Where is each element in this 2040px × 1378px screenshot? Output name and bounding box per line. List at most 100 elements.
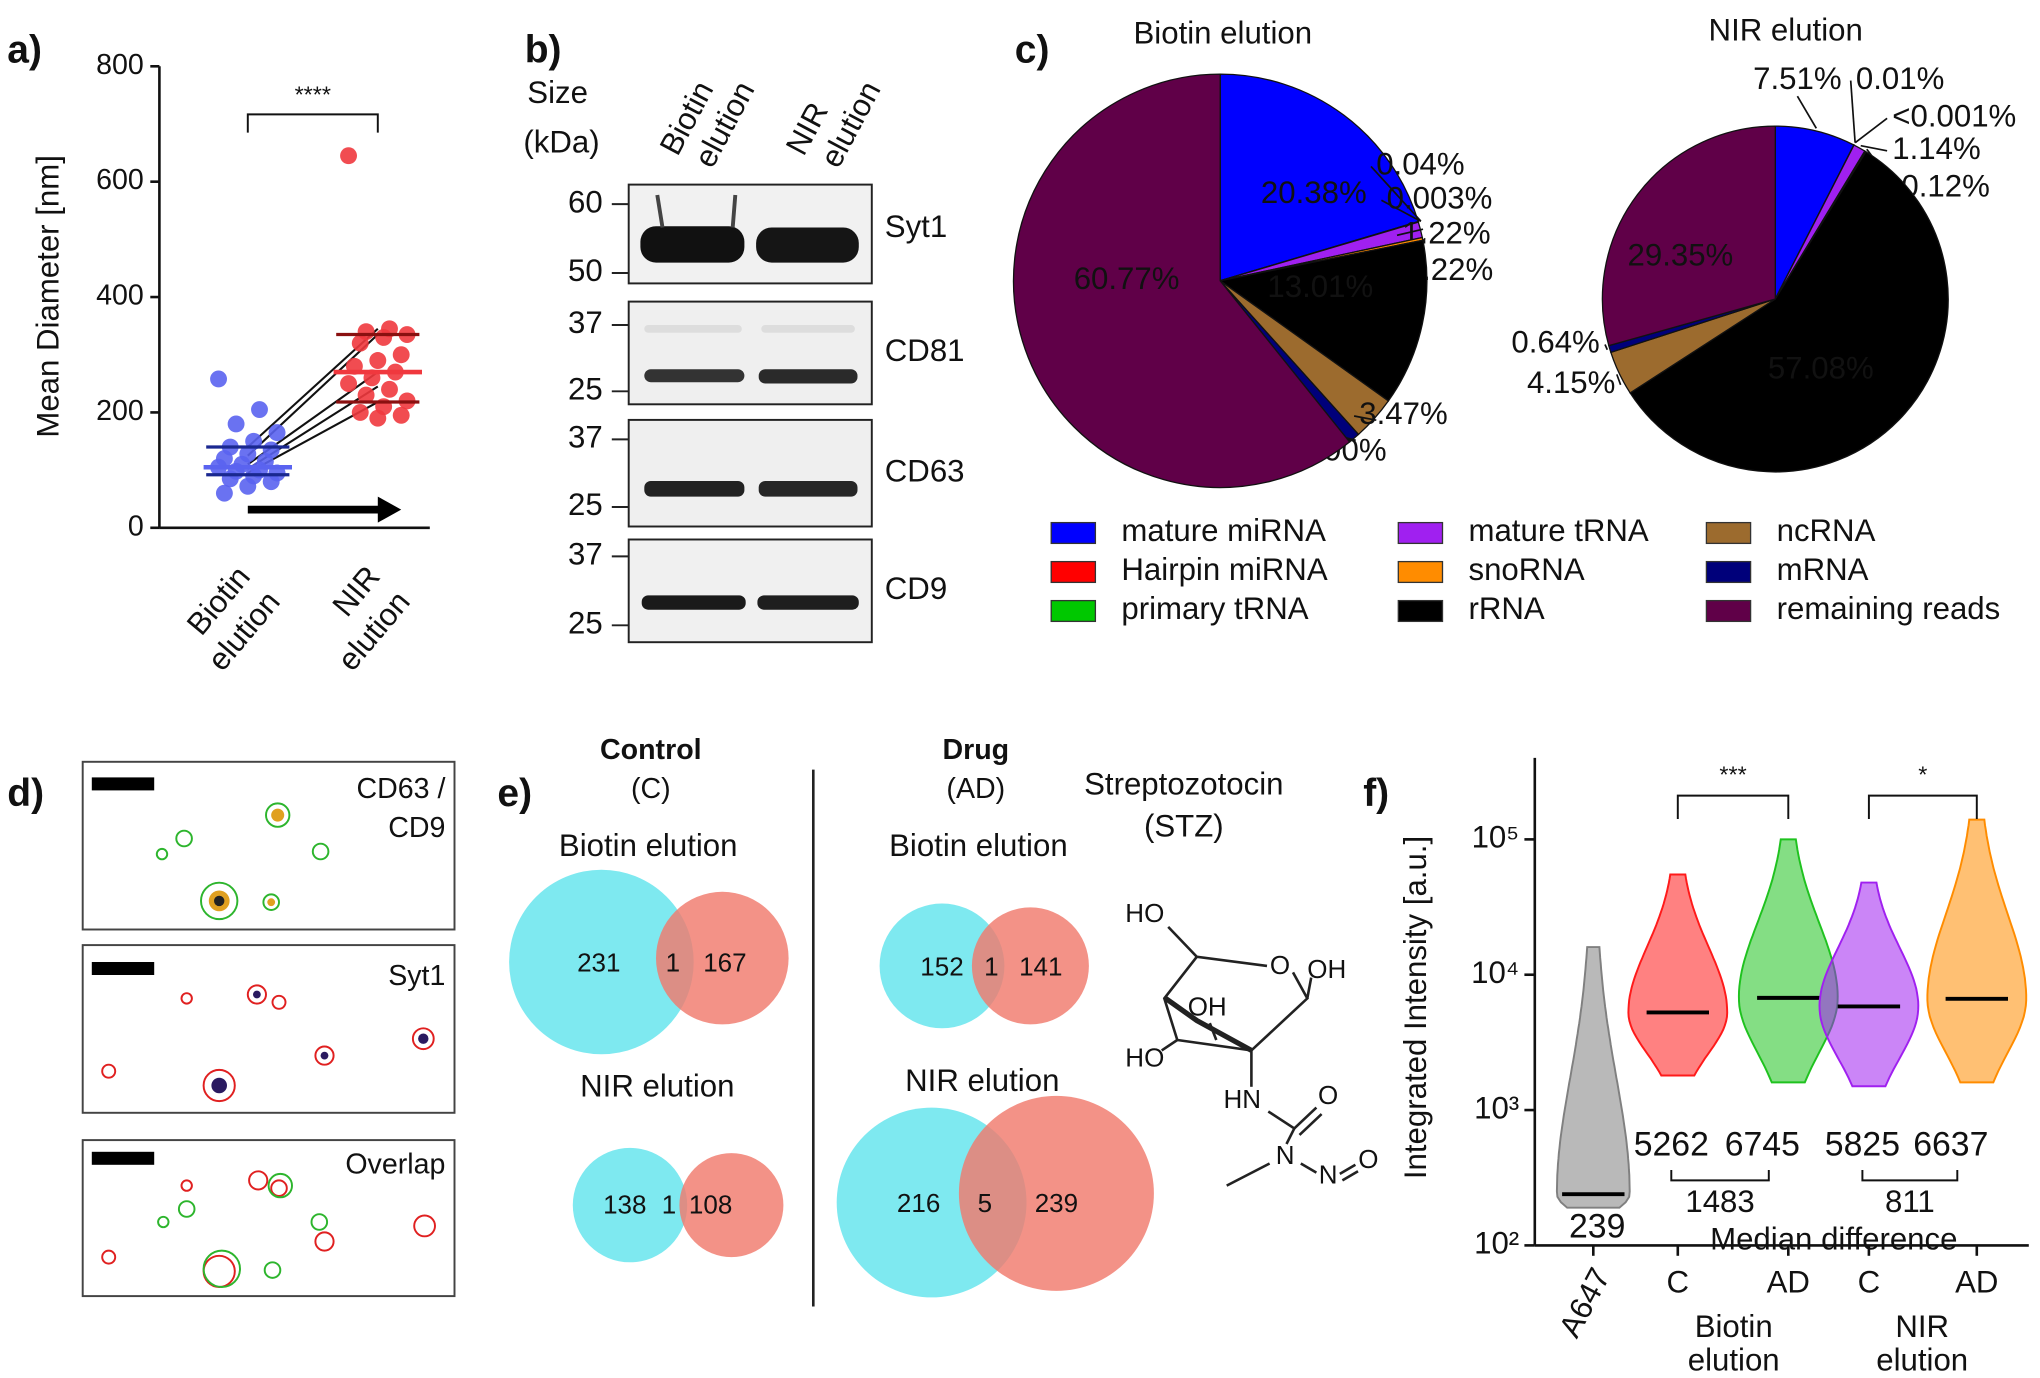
venn-count: 1	[984, 951, 998, 981]
band	[644, 481, 745, 497]
violin	[1737, 838, 1839, 1084]
legend-swatch	[1050, 521, 1097, 545]
pie-title: Biotin elution	[1134, 15, 1313, 50]
legend-label: ncRNA	[1777, 513, 1876, 548]
structure-bonds	[1160, 926, 1359, 1187]
legend-label: primary tRNA	[1121, 591, 1308, 626]
compound-name: (STZ)	[1144, 808, 1224, 843]
data-point	[351, 334, 369, 352]
data-point	[251, 401, 268, 418]
marker-label: 37	[568, 537, 603, 572]
venn-count: 138	[603, 1189, 646, 1219]
panel-label: b)	[525, 28, 562, 71]
group-title: Control	[600, 734, 702, 766]
significance-bracket	[1676, 794, 1790, 819]
pie-value-label: 0.003%	[1387, 180, 1493, 215]
micrographs	[81, 760, 456, 1298]
group-label: elution	[1876, 1343, 1968, 1378]
leader-line	[1854, 117, 1888, 144]
legend-label: mature miRNA	[1121, 513, 1326, 548]
median-label: 239	[1569, 1207, 1625, 1245]
venn-title: NIR elution	[905, 1063, 1059, 1098]
x-tick-label: A647	[1552, 1262, 1617, 1343]
band	[756, 227, 859, 263]
legend-swatch	[1397, 560, 1444, 584]
pie-value-label: 1.14%	[1892, 131, 1980, 166]
scale-bar	[91, 777, 155, 791]
atom-label: HN	[1224, 1084, 1262, 1114]
scale-bar	[91, 1151, 155, 1165]
marker-label: 25	[568, 487, 603, 522]
violin	[1818, 881, 1920, 1088]
data-point	[221, 470, 239, 488]
venn-count: 1	[666, 947, 680, 977]
marker-label: 25	[568, 372, 603, 407]
data-point	[375, 328, 393, 346]
data-point	[227, 415, 245, 433]
venn-circle	[958, 1095, 1154, 1291]
data-point	[357, 386, 375, 404]
band-faint	[761, 325, 855, 333]
blot-box	[627, 418, 873, 528]
median-label: 6745	[1725, 1126, 1800, 1164]
legend-label: remaining reads	[1777, 591, 2001, 626]
pie-value-label: <0.001%	[1892, 99, 2016, 134]
image-box	[81, 944, 456, 1114]
protein-label: CD63	[885, 453, 965, 488]
data-point	[392, 346, 410, 364]
leader-line	[1849, 80, 1856, 143]
leader-line	[1604, 344, 1609, 351]
leader-line	[1796, 95, 1818, 129]
legend-label: Hairpin miRNA	[1121, 552, 1327, 587]
atom-label: HO	[1125, 1042, 1164, 1072]
atom-label: OH	[1307, 954, 1346, 984]
venn-circle	[971, 907, 1089, 1025]
y-tick-label: 10²	[1474, 1226, 1519, 1261]
band	[758, 481, 858, 497]
legend-label: mRNA	[1777, 552, 1869, 587]
atom-label: O	[1318, 1080, 1338, 1110]
venn-circle	[572, 1147, 688, 1263]
data-point	[210, 370, 227, 388]
venn-count: 108	[689, 1189, 732, 1219]
marker-label: 60	[568, 184, 603, 219]
y-axis-label: Mean Diameter [nm]	[30, 155, 65, 438]
data-point	[392, 406, 410, 424]
leader-line	[1396, 228, 1424, 237]
legend-swatch	[1705, 560, 1752, 584]
band	[640, 226, 745, 263]
data-point	[268, 424, 286, 442]
median-label: 5262	[1634, 1126, 1709, 1164]
median-difference: 811	[1885, 1184, 1935, 1219]
band-faint	[644, 325, 742, 333]
group-label: elution	[1688, 1343, 1780, 1378]
image-label: Overlap	[345, 1149, 445, 1181]
blot-box	[627, 300, 873, 406]
y-tick-label: 200	[96, 395, 144, 427]
y-tick-label: 0	[128, 510, 144, 542]
data-point	[381, 380, 398, 398]
median-label: 5825	[1825, 1126, 1900, 1164]
pie-value-label: 20.38%	[1261, 175, 1367, 210]
pie-value-label: 3.47%	[1359, 396, 1447, 431]
band	[644, 369, 745, 383]
venn-circle	[679, 1153, 784, 1258]
violin	[1627, 873, 1729, 1077]
venn-title: NIR elution	[580, 1068, 734, 1103]
atom-label: N	[1319, 1159, 1338, 1189]
pie-value-label: 57.08%	[1768, 351, 1874, 386]
significance: ***	[1719, 761, 1746, 787]
data-point	[239, 477, 257, 495]
legend-swatch	[1050, 560, 1097, 584]
y-axis-label: Integrated Intensity [a.u.]	[1398, 836, 1433, 1179]
marker-label: 50	[568, 253, 603, 288]
y-tick-label: 10³	[1474, 1090, 1519, 1125]
size-label: Size	[527, 75, 588, 110]
image-box	[81, 1139, 456, 1298]
atom-label: N	[1276, 1140, 1295, 1170]
venn-count: 5	[978, 1188, 992, 1218]
pie-title: NIR elution	[1709, 13, 1863, 48]
data-point	[340, 147, 357, 165]
y-tick-label: 800	[96, 49, 144, 81]
data-point	[351, 403, 369, 421]
